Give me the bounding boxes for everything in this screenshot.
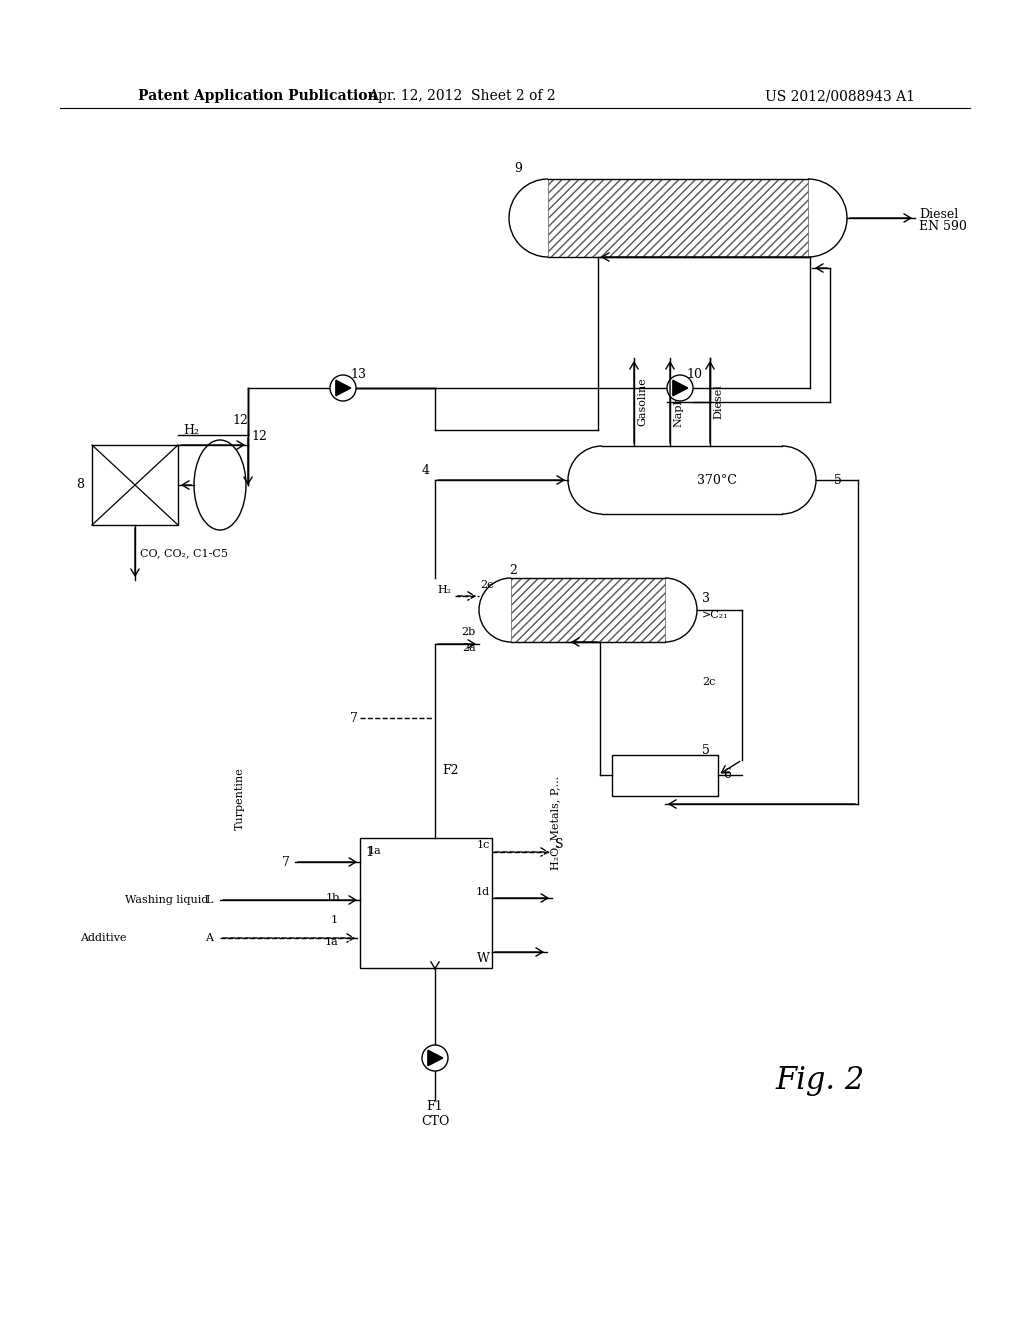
Text: A: A — [205, 933, 213, 942]
Polygon shape — [673, 380, 688, 396]
Text: 370°C: 370°C — [697, 474, 737, 487]
Text: >C₂₁: >C₂₁ — [702, 610, 728, 620]
Bar — [360, 838, 492, 968]
Text: US 2012/0088943 A1: US 2012/0088943 A1 — [765, 88, 915, 103]
Text: Gasoline: Gasoline — [637, 378, 647, 426]
Text: F1: F1 — [427, 1100, 443, 1113]
Text: L: L — [206, 895, 213, 906]
Text: Turpentine: Turpentine — [234, 767, 245, 830]
Ellipse shape — [769, 180, 847, 257]
Bar — [602, 446, 782, 513]
Text: 3: 3 — [702, 591, 710, 605]
Ellipse shape — [568, 446, 636, 513]
Polygon shape — [336, 380, 351, 396]
Text: CTO: CTO — [421, 1115, 450, 1129]
Bar — [612, 755, 718, 796]
Ellipse shape — [509, 180, 587, 257]
Circle shape — [330, 375, 356, 401]
Text: S: S — [555, 838, 563, 851]
Text: H₂: H₂ — [438, 585, 452, 595]
Text: 2a: 2a — [462, 643, 476, 653]
Text: Diesel: Diesel — [919, 207, 958, 220]
Text: 2c: 2c — [702, 677, 716, 686]
Text: 1a: 1a — [325, 937, 338, 946]
Text: 7: 7 — [350, 711, 358, 725]
Text: 2b: 2b — [462, 627, 476, 638]
Text: 2: 2 — [509, 564, 517, 577]
Text: F2: F2 — [442, 763, 459, 776]
Text: 10: 10 — [686, 368, 702, 381]
Text: 8: 8 — [76, 479, 84, 491]
Text: 5: 5 — [702, 743, 710, 756]
Text: 4: 4 — [422, 463, 430, 477]
Text: 7: 7 — [283, 855, 290, 869]
Text: 1a: 1a — [368, 846, 382, 855]
Bar — [511, 578, 665, 642]
Text: H₂: H₂ — [183, 424, 199, 437]
Circle shape — [422, 1045, 449, 1071]
Text: 2e: 2e — [480, 579, 494, 590]
Circle shape — [667, 375, 693, 401]
Text: Patent Application Publication: Patent Application Publication — [138, 88, 378, 103]
Bar — [92, 445, 178, 525]
Text: Fig. 2: Fig. 2 — [775, 1064, 864, 1096]
Bar — [511, 578, 665, 642]
Text: 1: 1 — [331, 915, 338, 925]
Ellipse shape — [748, 446, 816, 513]
Text: 5: 5 — [834, 474, 842, 487]
Text: EN 590: EN 590 — [919, 220, 967, 234]
Text: 1c: 1c — [476, 840, 490, 850]
Bar — [548, 180, 808, 257]
Text: W: W — [477, 952, 490, 965]
Text: Naphtha: Naphtha — [673, 378, 683, 426]
Text: Washing liquid: Washing liquid — [125, 895, 208, 906]
Ellipse shape — [633, 578, 697, 642]
Text: Additive: Additive — [80, 933, 127, 942]
Ellipse shape — [479, 578, 543, 642]
Ellipse shape — [194, 440, 246, 531]
Text: 6: 6 — [723, 768, 731, 781]
Text: 13: 13 — [350, 368, 366, 381]
Text: CO, CO₂, C1-C5: CO, CO₂, C1-C5 — [140, 548, 228, 558]
Polygon shape — [428, 1051, 442, 1065]
Text: 1d: 1d — [476, 887, 490, 898]
Text: Diesel: Diesel — [713, 384, 723, 420]
Text: 1: 1 — [365, 846, 373, 859]
Text: 9: 9 — [514, 162, 522, 176]
Text: 1b: 1b — [326, 894, 340, 903]
Text: 12: 12 — [251, 430, 267, 444]
Text: 12: 12 — [232, 413, 248, 426]
Bar — [548, 180, 808, 257]
Text: Apr. 12, 2012  Sheet 2 of 2: Apr. 12, 2012 Sheet 2 of 2 — [369, 88, 556, 103]
Text: H₂O, Metals, P,...: H₂O, Metals, P,... — [550, 776, 560, 870]
